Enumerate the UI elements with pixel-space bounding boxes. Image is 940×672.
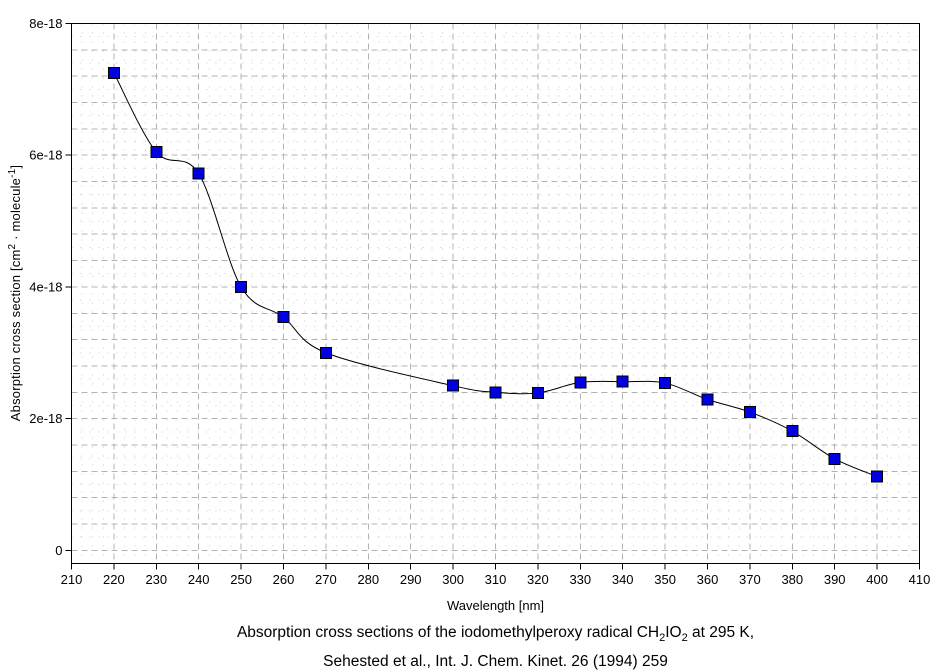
data-point-marker: [319, 346, 332, 359]
y-tick-label: 2e-18: [29, 411, 62, 426]
data-point-marker: [701, 393, 714, 406]
data-point-marker: [107, 66, 120, 79]
x-tick-label: 240: [188, 572, 210, 587]
data-point-marker: [786, 425, 799, 438]
y-tick-label: 6e-18: [29, 148, 62, 163]
caption-line-1: Absorption cross sections of the iodomet…: [236, 624, 755, 645]
x-tick-label: 230: [145, 572, 167, 587]
x-tick-label: 350: [654, 572, 676, 587]
tick-labels: 210 220 230 240 250 260 270 280 290 300 310 320 330 3…: [29, 16, 930, 587]
data-point-marker: [150, 145, 163, 158]
data-point-marker: [192, 167, 205, 180]
grid: [71, 23, 920, 564]
x-tick-label: 210: [61, 572, 83, 587]
y-tick-label: 8e-18: [29, 16, 62, 31]
axes: [65, 23, 920, 570]
caption-line-2: Sehested et al., Int. J. Chem. Kinet. 26…: [323, 653, 668, 671]
chart-canvas: 210 220 230 240 250 260 270 280 290 300 310 320 330 3…: [29, 16, 930, 587]
data-point-marker: [489, 386, 502, 399]
x-tick-label: 250: [230, 572, 252, 587]
y-tick-label: 0: [55, 543, 62, 558]
x-tick-label: 290: [400, 572, 422, 587]
y-tick-label: 4e-18: [29, 279, 62, 294]
x-tick-label: 370: [739, 572, 761, 587]
x-tick-label: 320: [527, 572, 549, 587]
x-tick-label: 360: [697, 572, 719, 587]
data-point-marker: [616, 375, 629, 388]
x-tick-label: 380: [781, 572, 803, 587]
data-point-marker: [659, 377, 672, 390]
y-axis-title-sup: -1: [6, 168, 18, 178]
x-tick-label: 300: [442, 572, 464, 587]
data-point-marker: [447, 379, 460, 392]
data-point-marker: [574, 376, 587, 389]
data-point-marker: [235, 280, 248, 293]
y-axis-title: Absorption cross section [cm2 · molecule…: [7, 165, 23, 421]
x-tick-label: 260: [273, 572, 295, 587]
data-point-marker: [277, 311, 290, 324]
x-tick-label: 280: [357, 572, 379, 587]
data-point-marker: [871, 470, 884, 483]
y-axis-title-text: · molecule: [8, 177, 24, 244]
x-tick-label: 270: [315, 572, 337, 587]
x-tick-label: 310: [485, 572, 507, 587]
x-tick-label: 330: [569, 572, 591, 587]
x-tick-label: 340: [612, 572, 634, 587]
x-tick-label: 410: [909, 572, 931, 587]
data-point-marker: [743, 406, 756, 419]
data-point-marker: [828, 452, 841, 465]
chart-caption: Absorption cross sections of the iodomet…: [46, 621, 940, 672]
data-point-marker: [531, 386, 544, 399]
series-markers: [107, 66, 884, 483]
y-axis-title-text: Absorption cross section [cm: [8, 249, 24, 422]
y-axis-title-text: ]: [8, 164, 24, 169]
x-tick-label: 390: [824, 572, 846, 587]
x-tick-label: 400: [866, 572, 888, 587]
x-axis-title: Wavelength [nm]: [446, 598, 545, 613]
x-tick-label: 220: [103, 572, 125, 587]
y-axis-title-sup: 2: [6, 243, 18, 250]
